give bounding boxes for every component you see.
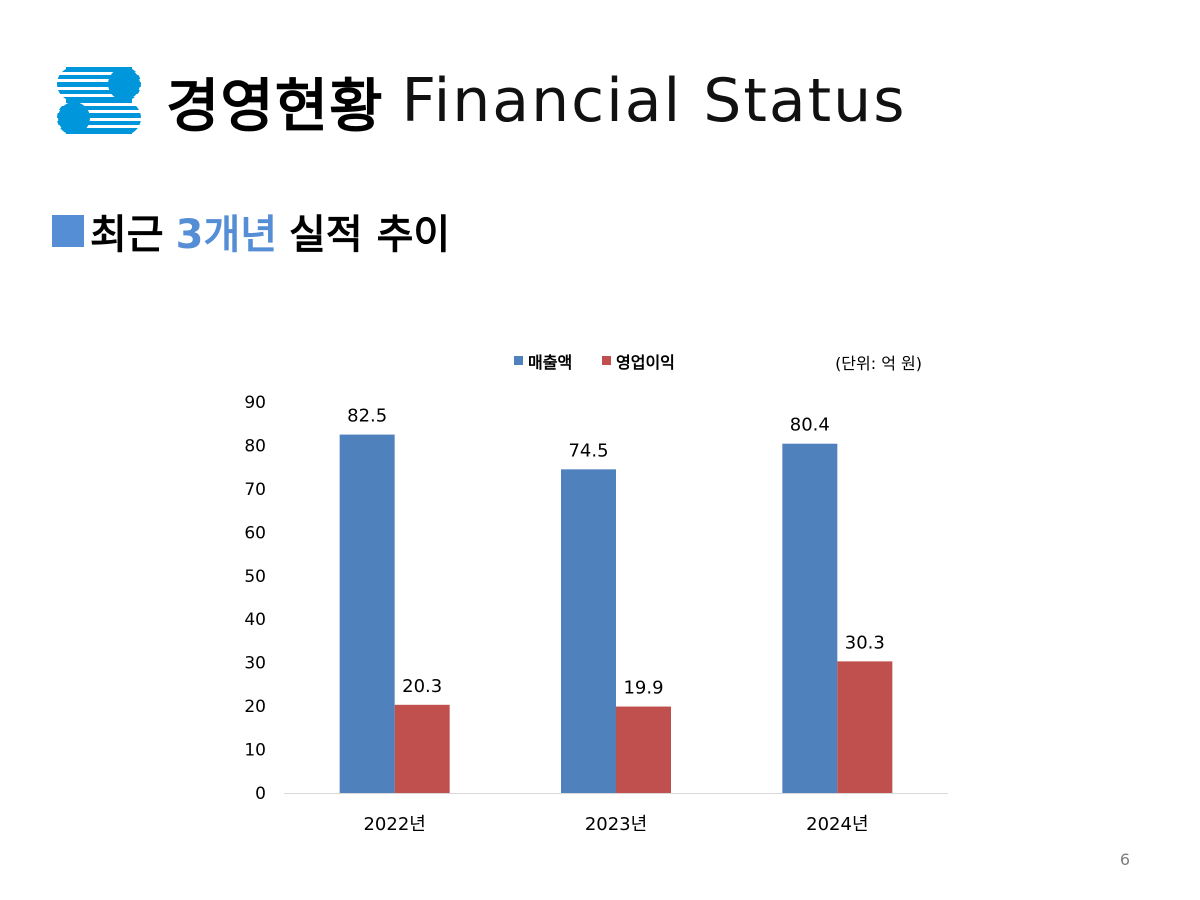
legend-swatch <box>602 356 611 365</box>
section-heading: 최근 3개년 실적 추이 <box>52 202 450 260</box>
data-label: 20.3 <box>402 676 442 697</box>
y-tick-label: 70 <box>244 480 266 500</box>
bar-operating-profit <box>394 704 450 793</box>
bar-operating-profit <box>616 706 671 793</box>
y-tick-label: 20 <box>244 697 266 717</box>
y-tick-label: 90 <box>244 393 266 413</box>
x-tick-label: 2024년 <box>806 814 868 835</box>
section-heading-part2: 실적 추이 <box>289 212 451 258</box>
data-label: 30.3 <box>845 632 885 653</box>
y-tick-label: 60 <box>244 523 266 543</box>
x-tick-label: 2023년 <box>585 814 647 835</box>
legend-label: 영업이익 <box>616 353 675 372</box>
legend-label: 매출액 <box>528 353 572 372</box>
title-english: Financial Status <box>401 66 907 136</box>
page-title: 경영현황 Financial Status <box>166 64 907 140</box>
x-tick-label: 2022년 <box>363 814 425 835</box>
section-heading-part1: 최근 <box>90 212 164 258</box>
square-bullet-icon <box>52 215 84 247</box>
section-heading-highlight: 3개년 <box>175 212 278 258</box>
y-tick-label: 80 <box>244 436 266 456</box>
y-tick-label: 40 <box>244 610 266 630</box>
y-tick-label: 10 <box>244 741 266 761</box>
bar-sales <box>561 469 616 793</box>
data-label: 74.5 <box>568 440 608 461</box>
bar-sales <box>782 443 838 793</box>
page-number: 6 <box>1119 850 1130 869</box>
company-logo <box>57 67 141 134</box>
unit-note: (단위: 억 원) <box>835 354 922 373</box>
data-label: 82.5 <box>347 406 387 427</box>
legend-swatch <box>514 356 523 365</box>
data-label: 80.4 <box>790 415 830 436</box>
data-label: 19.9 <box>623 678 663 699</box>
bar-operating-profit <box>837 661 893 793</box>
y-tick-label: 50 <box>244 567 266 587</box>
y-tick-label: 0 <box>255 784 266 804</box>
title-korean: 경영현황 <box>166 72 384 140</box>
bar-sales <box>339 434 395 793</box>
y-tick-label: 30 <box>244 654 266 674</box>
